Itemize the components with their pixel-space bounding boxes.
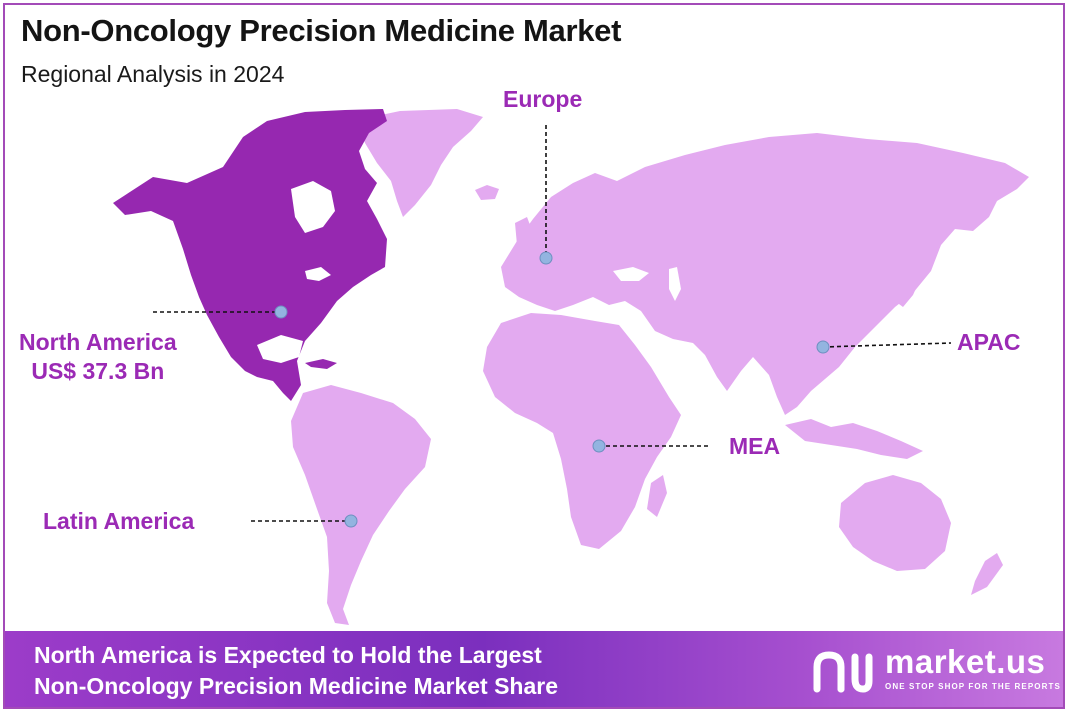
greenland-shape xyxy=(357,109,483,217)
north-america-marker xyxy=(274,305,288,319)
north-america-value: US$ 37.3 Bn xyxy=(31,358,165,384)
page-subtitle: Regional Analysis in 2024 xyxy=(21,61,285,87)
brand-name: market.us xyxy=(885,643,1046,680)
caspian-sea-shape xyxy=(669,267,681,301)
south-america-shape xyxy=(291,385,431,625)
southeast-asia-islands-shape xyxy=(785,419,923,459)
black-sea-shape xyxy=(613,267,649,281)
footer-banner: North America is Expected to Hold the La… xyxy=(5,631,1063,707)
eurasia-shape xyxy=(501,133,1029,415)
market-us-logo-icon xyxy=(813,651,873,693)
footer-line-2: Non-Oncology Precision Medicine Market S… xyxy=(34,673,559,699)
cuba-shape xyxy=(305,359,337,369)
hudson-bay-shape xyxy=(291,181,335,233)
iceland-shape xyxy=(475,185,499,200)
north-america-name: North America xyxy=(19,329,177,355)
new-zealand-shape xyxy=(971,553,1003,595)
apac-marker xyxy=(816,340,830,354)
africa-shape xyxy=(483,313,681,549)
great-lakes-shape xyxy=(305,267,331,281)
mea-label: MEA xyxy=(729,433,781,459)
latin-america-marker xyxy=(344,514,358,528)
mea-marker xyxy=(592,439,606,453)
page-title: Non-Oncology Precision Medicine Market xyxy=(21,13,622,48)
australia-shape xyxy=(839,475,951,571)
europe-marker xyxy=(539,251,553,265)
infographic-frame: Non-Oncology Precision Medicine Market R… xyxy=(3,3,1065,709)
japan-shape xyxy=(895,259,923,307)
uk-shape xyxy=(515,217,533,249)
apac-leader-line xyxy=(822,342,952,348)
world-map xyxy=(113,109,1029,625)
apac-label: APAC xyxy=(957,329,1021,355)
north-america-shape xyxy=(113,109,387,401)
north-america-label: North America US$ 37.3 Bn xyxy=(19,328,177,386)
gulf-of-mexico-shape xyxy=(257,335,303,363)
madagascar-shape xyxy=(647,475,667,517)
footer-line-1: North America is Expected to Hold the La… xyxy=(34,642,542,668)
europe-label: Europe xyxy=(503,86,583,112)
latin-america-label: Latin America xyxy=(43,508,195,534)
brand-tagline: ONE STOP SHOP FOR THE REPORTS xyxy=(885,682,1061,691)
